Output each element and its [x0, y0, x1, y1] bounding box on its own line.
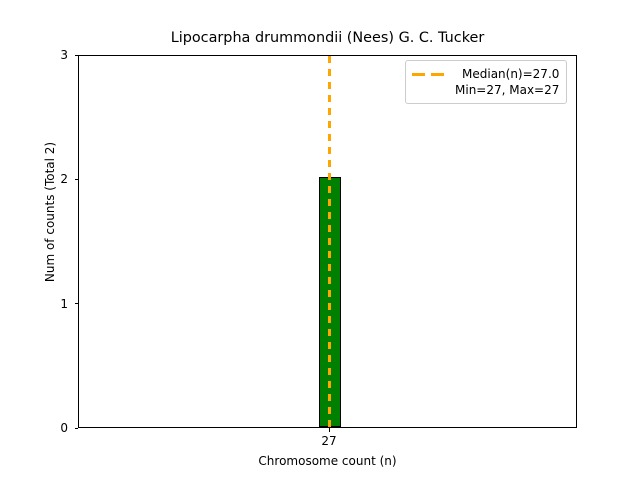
median-line: [328, 56, 331, 427]
y-tick-label-3: 3: [60, 48, 68, 62]
y-tick-label-2: 2: [60, 172, 68, 186]
legend-median-label: Median(n)=27.0: [462, 67, 560, 81]
legend-minmax-label: Min=27, Max=27: [455, 83, 560, 97]
y-tick-mark-0: [74, 427, 78, 429]
x-tick-mark-27: [328, 428, 330, 432]
x-axis-label: Chromosome count (n): [258, 454, 397, 468]
plot-area: [78, 55, 577, 428]
y-axis-label: Num of counts (Total 2): [43, 141, 57, 283]
x-tick-label-27: 27: [321, 434, 337, 448]
legend-dash-segment-2: [431, 73, 444, 76]
y-tick-label-1: 1: [60, 296, 68, 311]
legend-text: Median(n)=27.0 Min=27, Max=27: [455, 66, 559, 98]
y-tick-mark-3: [74, 54, 78, 56]
y-tick-label-0: 0: [60, 421, 68, 435]
legend-dash-icon: [412, 66, 448, 83]
y-tick-mark-1: [74, 303, 78, 305]
y-tick-mark-2: [74, 178, 78, 180]
legend: Median(n)=27.0 Min=27, Max=27: [405, 60, 568, 104]
page-title: Lipocarpha drummondii (Nees) G. C. Tucke…: [170, 30, 485, 46]
legend-dash-segment-1: [412, 73, 425, 76]
